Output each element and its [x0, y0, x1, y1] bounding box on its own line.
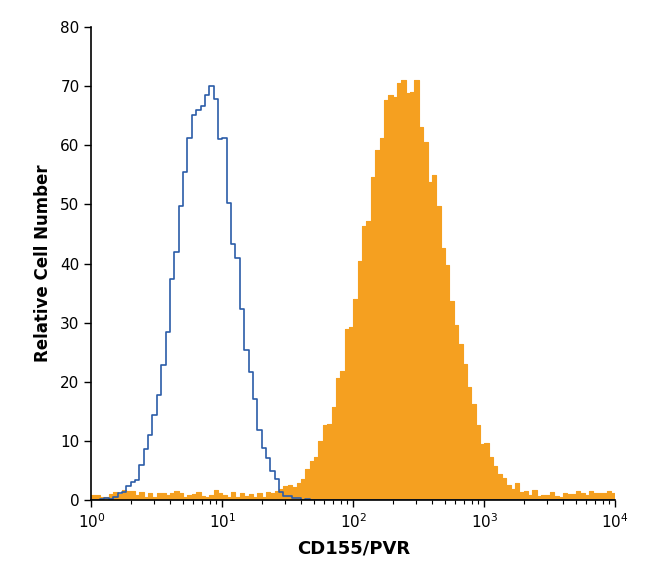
X-axis label: CD155/PVR: CD155/PVR [297, 539, 410, 557]
Y-axis label: Relative Cell Number: Relative Cell Number [34, 165, 52, 362]
